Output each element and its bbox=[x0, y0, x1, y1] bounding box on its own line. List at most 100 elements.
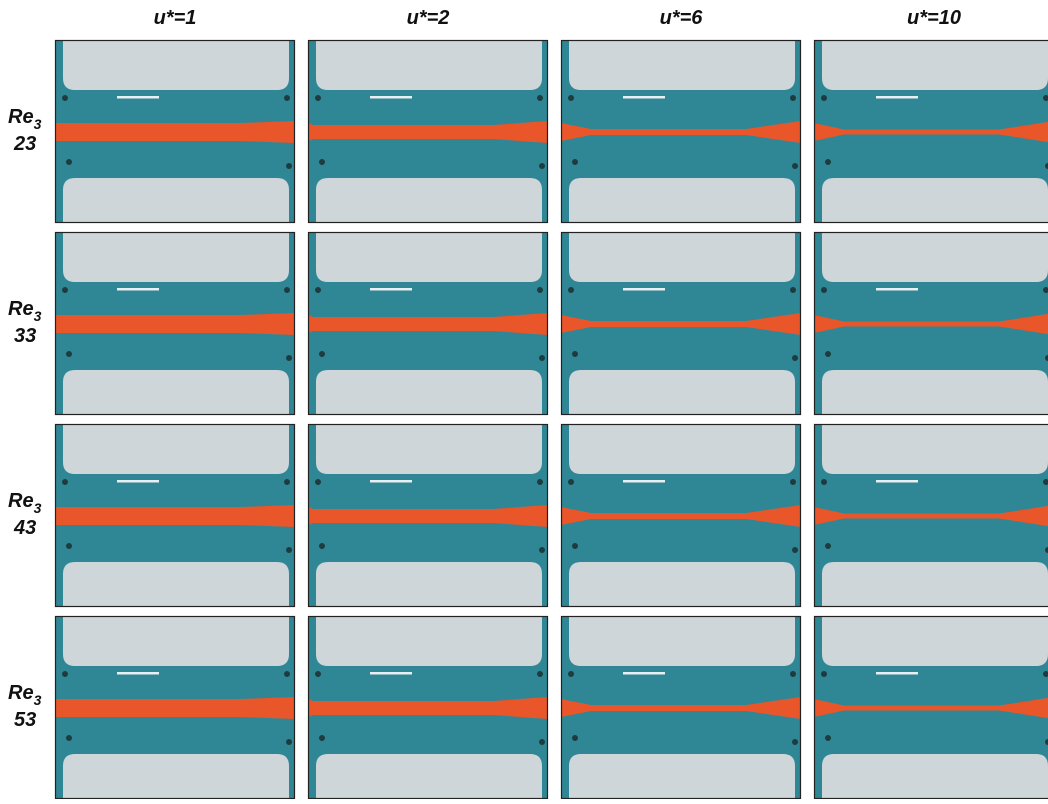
post bbox=[572, 351, 578, 357]
post bbox=[568, 671, 574, 677]
figure: u*=1u*=2u*=6u*=10Re323Re333Re343Re353 bbox=[0, 0, 1048, 799]
lower-chamber bbox=[63, 562, 289, 607]
row-subscript: 3 bbox=[34, 308, 42, 324]
post bbox=[539, 547, 545, 553]
row-subscript: 3 bbox=[34, 500, 42, 516]
scale-bar bbox=[370, 96, 412, 99]
post bbox=[286, 547, 292, 553]
post bbox=[572, 735, 578, 741]
lower-chamber bbox=[569, 562, 795, 607]
scale-bar bbox=[117, 96, 159, 99]
scale-bar bbox=[876, 96, 918, 99]
panel bbox=[814, 232, 1048, 415]
panel bbox=[55, 232, 295, 415]
lower-chamber bbox=[569, 178, 795, 223]
upper-chamber bbox=[569, 40, 795, 90]
upper-chamber bbox=[63, 424, 289, 474]
post bbox=[568, 479, 574, 485]
stream bbox=[55, 697, 295, 719]
panel bbox=[814, 40, 1048, 223]
scale-bar bbox=[370, 288, 412, 291]
post bbox=[537, 95, 543, 101]
post bbox=[66, 351, 72, 357]
post bbox=[572, 543, 578, 549]
post bbox=[792, 355, 798, 361]
upper-chamber bbox=[63, 616, 289, 666]
post bbox=[821, 95, 827, 101]
post bbox=[790, 287, 796, 293]
lower-chamber bbox=[822, 178, 1048, 223]
scale-bar bbox=[370, 672, 412, 675]
post bbox=[284, 287, 290, 293]
upper-chamber bbox=[569, 616, 795, 666]
post bbox=[319, 159, 325, 165]
lower-chamber bbox=[63, 754, 289, 799]
lower-chamber bbox=[316, 754, 542, 799]
post bbox=[284, 671, 290, 677]
post bbox=[319, 735, 325, 741]
lower-chamber bbox=[822, 370, 1048, 415]
post bbox=[539, 739, 545, 745]
post bbox=[284, 95, 290, 101]
post bbox=[319, 351, 325, 357]
upper-chamber bbox=[822, 40, 1048, 90]
post bbox=[315, 287, 321, 293]
scale-bar bbox=[876, 672, 918, 675]
panel bbox=[308, 40, 548, 223]
row-label: Re3 bbox=[8, 298, 42, 324]
post bbox=[537, 287, 543, 293]
scale-bar bbox=[117, 288, 159, 291]
post bbox=[821, 287, 827, 293]
row-label: Re3 bbox=[8, 490, 42, 516]
post bbox=[792, 739, 798, 745]
panel bbox=[55, 424, 295, 607]
row-value: 33 bbox=[14, 325, 36, 347]
row-symbol: Re bbox=[8, 490, 34, 512]
post bbox=[537, 479, 543, 485]
upper-chamber bbox=[316, 40, 542, 90]
stream bbox=[55, 313, 295, 335]
panel bbox=[308, 424, 548, 607]
upper-chamber bbox=[822, 424, 1048, 474]
post bbox=[568, 95, 574, 101]
post bbox=[284, 479, 290, 485]
column-header: u*=10 bbox=[907, 7, 961, 29]
upper-chamber bbox=[569, 424, 795, 474]
post bbox=[825, 351, 831, 357]
panel bbox=[814, 424, 1048, 607]
post bbox=[66, 159, 72, 165]
upper-chamber bbox=[822, 232, 1048, 282]
row-symbol: Re bbox=[8, 106, 34, 128]
panel bbox=[308, 232, 548, 415]
post bbox=[792, 163, 798, 169]
scale-bar bbox=[876, 480, 918, 483]
post bbox=[792, 547, 798, 553]
upper-chamber bbox=[316, 424, 542, 474]
stream bbox=[55, 505, 295, 527]
row-symbol: Re bbox=[8, 298, 34, 320]
panel bbox=[814, 616, 1048, 799]
panel bbox=[561, 40, 801, 223]
upper-chamber bbox=[569, 232, 795, 282]
post bbox=[537, 671, 543, 677]
stream bbox=[55, 121, 295, 143]
post bbox=[62, 479, 68, 485]
panel bbox=[55, 616, 295, 799]
post bbox=[539, 355, 545, 361]
scale-bar bbox=[370, 480, 412, 483]
lower-chamber bbox=[822, 754, 1048, 799]
post bbox=[62, 671, 68, 677]
post bbox=[62, 95, 68, 101]
lower-chamber bbox=[63, 370, 289, 415]
panel bbox=[55, 40, 295, 223]
scale-bar bbox=[117, 480, 159, 483]
column-header: u*=2 bbox=[407, 7, 450, 29]
post bbox=[315, 95, 321, 101]
row-label: Re3 bbox=[8, 106, 42, 132]
row-value: 43 bbox=[13, 517, 36, 539]
row-value: 53 bbox=[14, 709, 36, 731]
post bbox=[66, 543, 72, 549]
scale-bar bbox=[623, 672, 665, 675]
lower-chamber bbox=[569, 754, 795, 799]
lower-chamber bbox=[316, 562, 542, 607]
